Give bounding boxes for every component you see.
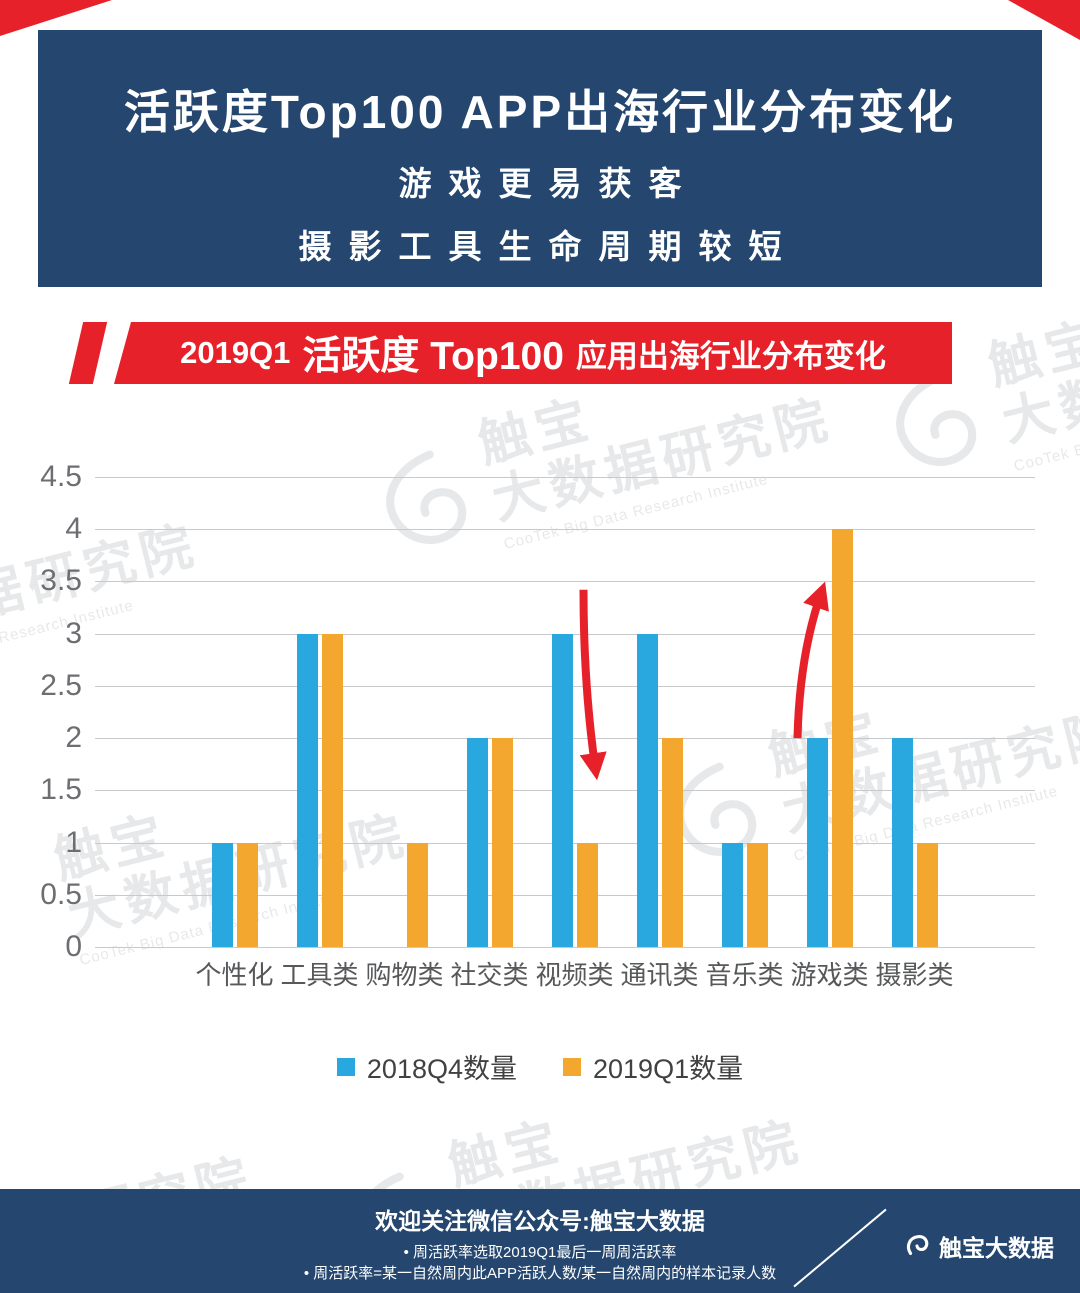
bar-2019q1-通讯类: [661, 738, 683, 947]
y-tick-label: 2.5: [40, 668, 82, 702]
y-tick-label: 4: [65, 512, 82, 546]
bar-2019q1-工具类: [321, 633, 343, 947]
y-tick-label: 1.5: [40, 773, 82, 807]
x-category-label: 视频类: [535, 960, 614, 990]
bar-2018q4-游戏类: [806, 738, 828, 947]
cootek-icon: [906, 1235, 929, 1256]
gridline: [95, 529, 1035, 531]
chart-legend: 2018Q4数量 2019Q1数量: [20, 1047, 1060, 1086]
plot-area: [95, 477, 1035, 948]
x-category-label: 工具类: [280, 960, 359, 990]
bar-2018q4-音乐类: [721, 842, 743, 947]
bar-2018q4-社交类: [466, 738, 488, 947]
x-category-label: 游戏类: [790, 960, 869, 990]
trend-arrow-up: [793, 581, 829, 739]
banner-text-quarter: 2019Q1: [180, 335, 291, 370]
bar-2018q4-摄影类: [891, 738, 913, 947]
bar-2019q1-摄影类: [916, 842, 938, 947]
trend-arrow-layer: [579, 581, 829, 781]
bar-2019q1-购物类: [406, 842, 428, 947]
bar-2018q4-工具类: [296, 633, 318, 947]
footer-note: 周活跃率选取2019Q1最后一周周活跃率: [0, 1242, 1080, 1263]
bar-2018q4-通讯类: [636, 633, 658, 947]
bar-2018q4-视频类: [551, 633, 573, 947]
bar-2019q1-视频类: [576, 842, 598, 947]
bar-2019q1-游戏类: [831, 529, 853, 947]
x-category-label: 音乐类: [705, 960, 784, 990]
gridline: [95, 581, 1035, 583]
y-tick-label: 4.5: [40, 460, 82, 493]
y-tick-label: 2: [65, 721, 82, 755]
x-category-label: 社交类: [450, 960, 529, 990]
legend-label: 2019Q1数量: [593, 1054, 744, 1084]
x-category-label: 摄影类: [875, 960, 954, 990]
y-tick-label: 0.5: [40, 877, 82, 911]
banner-ribbon-sliver: [68, 322, 108, 384]
y-tick-label: 1: [65, 825, 82, 859]
bar-chart: 2018Q4数量 2019Q1数量 0 0.5 1 1.5 2 2.5 3 3.5 4 4.5 个性化…: [20, 455, 1060, 1135]
page-title: 活跃度Top100 APP出海行业分布变化: [123, 86, 957, 138]
gridline: [95, 477, 1035, 478]
header-banner: 活跃度Top100 APP出海行业分布变化 游戏更易获客 摄影工具生命周期较短: [38, 30, 1042, 287]
trend-arrow-down: [579, 589, 607, 781]
gridline: [95, 947, 1035, 948]
brand-name: 触宝大数据: [939, 1235, 1054, 1261]
y-tick-label: 3.5: [40, 564, 82, 598]
bar-2019q1-音乐类: [746, 842, 768, 947]
legend-swatch: [336, 1057, 355, 1076]
footer-note: 周活跃率=某一自然周内此APP活跃人数/某一自然周内的样本记录人数: [0, 1263, 1080, 1284]
y-tick-label: 0: [65, 930, 82, 963]
bar-2018q4-个性化: [211, 842, 233, 947]
legend-label: 2018Q4数量: [366, 1054, 517, 1084]
x-category-label: 个性化: [195, 960, 274, 990]
banner-text-top100: 活跃度 Top100: [302, 335, 564, 378]
banner-text-suffix: 应用出海行业分布变化: [575, 338, 886, 374]
watermark-line2: 大数据研究院: [996, 312, 1080, 453]
banner-ribbon: 2019Q1 活跃度 Top100 应用出海行业分布变化: [114, 322, 952, 384]
subtitle-line1: 游戏更易获客: [398, 165, 699, 202]
subtitle-line2: 摄影工具生命周期较短: [298, 228, 799, 265]
section-banner: 2019Q1 活跃度 Top100 应用出海行业分布变化: [68, 322, 952, 384]
footer-title: 欢迎关注微信公众号:触宝大数据: [375, 1208, 705, 1234]
legend-item-2018q4: 2018Q4数量: [336, 1047, 517, 1086]
y-tick-label: 3: [65, 616, 82, 650]
footer: 欢迎关注微信公众号:触宝大数据 周活跃率选取2019Q1最后一周周活跃率 周活跃…: [0, 1189, 1080, 1293]
brand-logo: 触宝大数据: [904, 1229, 1054, 1263]
bar-2019q1-社交类: [491, 738, 513, 947]
legend-item-2019q1: 2019Q1数量: [563, 1047, 743, 1086]
footer-notes: 周活跃率选取2019Q1最后一周周活跃率 周活跃率=某一自然周内此APP活跃人数…: [0, 1242, 1080, 1284]
bar-2019q1-个性化: [236, 842, 258, 947]
x-category-label: 购物类: [365, 960, 444, 990]
legend-swatch: [563, 1057, 581, 1076]
x-category-label: 通讯类: [620, 960, 699, 990]
